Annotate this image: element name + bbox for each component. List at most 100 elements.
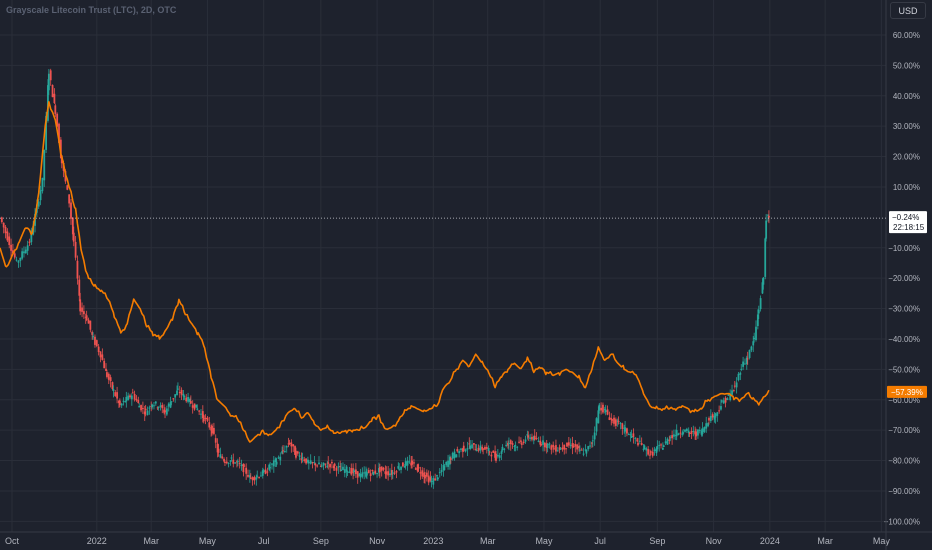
candle-body [753,337,756,340]
candle-body [66,185,69,190]
candle-body [711,414,714,418]
candle-body [97,346,100,353]
candle-body [443,465,446,471]
candle-body [369,473,372,476]
candle-body [522,441,525,444]
candle-body [398,468,401,470]
candle-body [474,449,477,451]
candle-body [688,432,691,434]
candle-body [125,396,128,402]
candle-body [335,467,338,471]
candle-body [395,471,398,473]
candle-body [58,123,60,143]
candle-body [722,400,725,404]
candle-body [516,446,519,448]
candle-body [690,431,693,434]
candle-body [718,410,721,412]
x-tick-label: Mar [817,536,833,546]
candle-body [281,451,284,454]
candle-body [650,451,652,453]
candle-body [458,451,461,454]
candle-body [692,431,695,433]
candle-body [543,442,546,448]
candle-body [727,394,730,396]
candle-body [70,202,72,219]
candle-body [275,461,278,465]
candle-body [385,471,388,475]
candle-body [366,472,368,476]
candle-body [632,433,635,437]
candle-body [212,427,215,434]
y-tick-label: −60.00% [888,396,920,405]
candle-body [537,440,540,442]
candle-body [533,435,536,440]
candle-body [572,446,575,448]
candle-body [507,442,509,446]
candle-body [421,470,424,477]
candle-body [105,368,107,371]
candle-body [440,470,443,473]
candle-body [380,466,383,471]
candle-body [664,441,667,444]
candle-body [363,472,366,474]
compare-value-badge [887,385,927,398]
candle-body [118,400,120,404]
candle-body [682,432,685,434]
candle-body [391,472,394,474]
candle-body [674,435,677,437]
candle-body [333,463,336,466]
candle-body [269,467,272,469]
candle-body [613,417,615,424]
candle-body [526,434,529,436]
candle-body [116,392,118,399]
candle-body [509,440,512,445]
candle-body [137,400,140,404]
candle-body [540,444,543,446]
candle-body [485,447,488,449]
candle-body [413,462,415,464]
candle-body [643,445,646,450]
candle-body [47,73,50,91]
candle-body [768,215,770,218]
candle-body [2,222,5,228]
candle-body [713,415,716,420]
candle-body [227,462,230,464]
candle-body [206,417,209,421]
candle-body [705,423,708,429]
candle-body [30,230,33,243]
candle-body [553,448,555,450]
candle-body [151,404,154,408]
y-tick-label: −70.00% [888,426,920,435]
candle-body [585,449,588,454]
candle-body [508,442,510,444]
candle-body [120,403,123,406]
candle-body [247,474,249,477]
candle-body [81,307,83,312]
candle-body [626,428,628,434]
candle-body [598,404,601,411]
candle-body [140,405,142,411]
x-tick-label: Oct [5,536,20,546]
candle-body [475,450,478,452]
candle-body [580,449,583,451]
candle-body [578,446,580,449]
candle-body [576,444,579,450]
candle-body [54,105,57,114]
candle-body [424,474,426,479]
candle-body [242,463,245,473]
candle-body [221,456,224,459]
candle-body [726,398,729,400]
candle-body [382,467,385,470]
candle-body [236,461,238,463]
currency-button[interactable]: USD [890,2,926,19]
candle-body [621,423,624,429]
candle-body [419,472,422,474]
candle-body [307,462,310,464]
candle-body [729,393,732,401]
candle-body [436,475,438,477]
candle-body [708,418,710,421]
candle-body [339,466,342,468]
candle-body [89,320,92,330]
candle-body [709,415,712,422]
